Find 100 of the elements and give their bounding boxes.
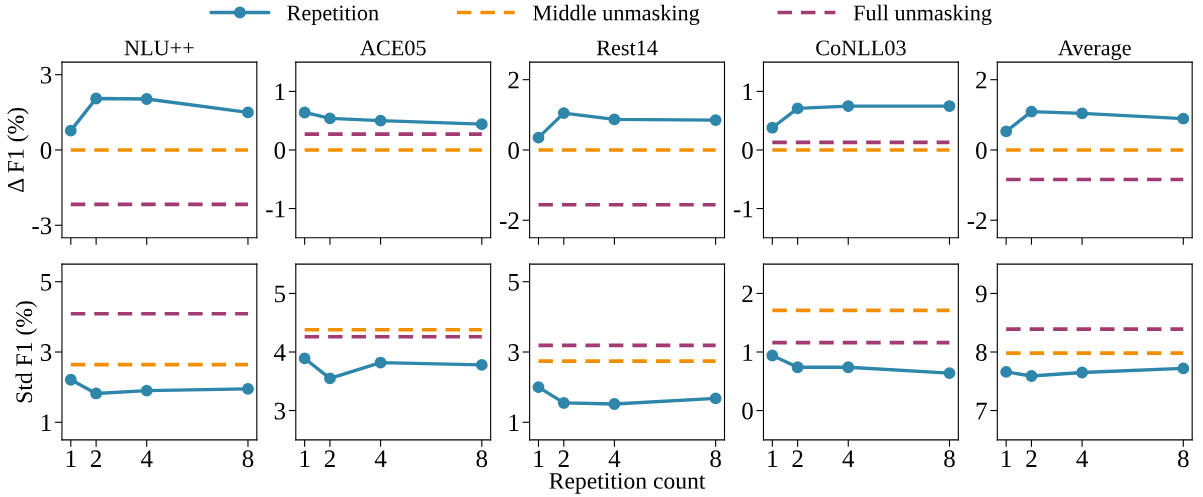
y-tick-label: 1 — [275, 83, 285, 101]
point — [64, 124, 77, 137]
point — [1177, 112, 1190, 125]
y-tick-label: 0 — [976, 142, 987, 159]
point — [140, 384, 153, 397]
point — [475, 358, 488, 371]
point — [298, 106, 311, 119]
y-tick-label: 0 — [40, 142, 52, 159]
x-tick-label: 4 — [374, 450, 387, 467]
point — [1000, 366, 1013, 378]
chart-title: NLU++ — [124, 40, 194, 56]
y-tick-label: 1 — [743, 83, 753, 101]
point — [90, 387, 103, 400]
point — [298, 352, 311, 365]
x-tick-label: 2 — [558, 450, 569, 467]
y-tick-label: 2 — [742, 285, 753, 303]
point — [374, 356, 387, 369]
x-tick-label: 8 — [710, 450, 721, 468]
point — [943, 100, 956, 112]
y-tick-label: 2 — [508, 71, 519, 89]
point — [324, 112, 336, 125]
x-tick-label: 8 — [1178, 450, 1189, 468]
point — [709, 114, 722, 127]
y-tick-label: 1 — [509, 414, 519, 431]
x-tick-label: 8 — [242, 450, 254, 468]
chart-title: CoNLL03 — [816, 40, 906, 56]
y-tick-label: -2 — [500, 212, 519, 229]
point — [1076, 107, 1088, 120]
x-tick-label: 4 — [608, 450, 621, 467]
chart-title: ACE05 — [360, 40, 426, 56]
x-tick-label: 4 — [140, 450, 153, 467]
y-tick-label: 0 — [742, 402, 753, 420]
y-tick-label: 1 — [743, 344, 753, 361]
y-tick-label: -1 — [733, 200, 753, 218]
point — [90, 92, 103, 105]
y-tick-label: 9 — [975, 285, 987, 303]
y-tick-label: 1 — [41, 414, 51, 431]
y-tick-label: 0 — [742, 142, 753, 159]
y-tick-label: 3 — [274, 402, 286, 420]
point — [242, 382, 254, 395]
point — [64, 373, 77, 386]
y-tick-label: -3 — [32, 217, 52, 235]
point — [791, 102, 804, 115]
point — [324, 372, 336, 385]
point — [532, 381, 545, 394]
point — [766, 121, 779, 134]
y-tick-label: 5 — [508, 274, 519, 291]
x-tick-label: 1 — [1002, 450, 1011, 467]
y-tick-label: 3 — [508, 344, 519, 361]
x-tick-label: 2 — [1026, 450, 1037, 467]
y-tick-label: 0 — [274, 142, 286, 159]
point — [943, 367, 956, 379]
x-tick-label: 4 — [842, 450, 855, 467]
chart-title: Average — [1058, 40, 1131, 60]
point — [842, 361, 855, 374]
y-axis-title: Δ F1 (%) — [7, 107, 29, 193]
x-tick-label: 8 — [944, 450, 955, 468]
y-tick-label: -2 — [967, 212, 987, 229]
point — [557, 107, 570, 119]
point — [608, 398, 621, 410]
x-tick-label: 1 — [66, 450, 76, 467]
y-tick-label: 3 — [40, 66, 52, 84]
point — [791, 361, 804, 374]
point — [374, 114, 387, 127]
y-tick-label: 7 — [976, 402, 987, 420]
point — [1025, 105, 1038, 118]
chart-title: Rest14 — [596, 40, 658, 56]
point — [140, 93, 153, 105]
point — [842, 100, 855, 112]
x-tick-label: 2 — [792, 450, 803, 467]
point — [557, 397, 570, 409]
x-axis-title: Repetition count — [549, 472, 706, 494]
x-tick-label: 1 — [768, 450, 778, 467]
y-tick-label: 2 — [976, 71, 987, 89]
point — [766, 349, 779, 362]
point — [1076, 366, 1088, 379]
y-tick-label: 3 — [40, 344, 52, 361]
point — [242, 106, 254, 119]
x-tick-label: 2 — [324, 450, 335, 467]
point — [475, 118, 488, 131]
y-tick-label: 8 — [976, 344, 987, 361]
x-tick-label: 1 — [534, 450, 544, 467]
y-tick-label: 4 — [274, 344, 286, 361]
legend-label: Full unmasking — [853, 4, 992, 26]
x-tick-label: 1 — [300, 450, 310, 467]
legend-label: Repetition — [287, 5, 379, 25]
point — [709, 392, 722, 405]
point — [608, 113, 621, 126]
x-tick-label: 2 — [90, 450, 101, 467]
x-tick-label: 4 — [1076, 450, 1088, 467]
point — [1177, 362, 1190, 375]
point — [1000, 125, 1013, 138]
legend-label: Middle unmasking — [533, 4, 700, 26]
x-tick-label: 8 — [476, 450, 488, 468]
y-tick-label: 5 — [275, 285, 286, 303]
y-tick-label: 0 — [508, 142, 519, 159]
y-tick-label: 5 — [41, 274, 52, 291]
y-axis-title: Std F1 (%) — [15, 301, 37, 403]
point — [532, 131, 545, 144]
y-tick-label: -1 — [266, 200, 285, 218]
